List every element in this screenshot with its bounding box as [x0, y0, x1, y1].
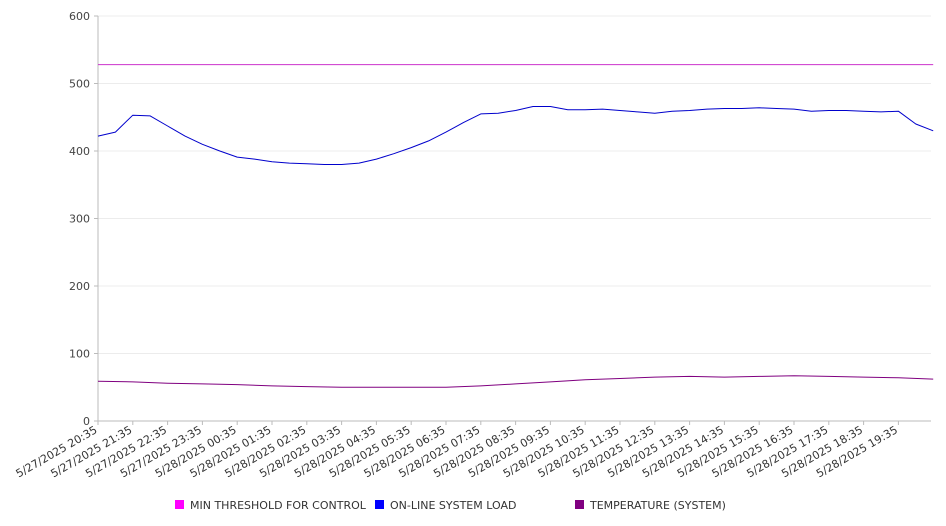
legend: MIN THRESHOLD FOR CONTROL ON-LINE SYSTEM … — [175, 499, 726, 512]
legend-swatch — [175, 500, 184, 509]
legend-label: ON-LINE SYSTEM LOAD — [390, 499, 516, 512]
y-tick-label: 300 — [69, 213, 90, 226]
legend-swatch — [375, 500, 384, 509]
y-tick-label: 500 — [69, 78, 90, 91]
y-tick-labels: 0 100 200 300 400 500 600 — [69, 10, 98, 428]
grid-lines — [98, 15, 931, 354]
y-tick-label: 0 — [83, 415, 90, 428]
y-tick-label: 100 — [69, 348, 90, 361]
series-lines — [97, 64, 934, 388]
legend-swatch — [575, 500, 584, 509]
x-tick-labels: 5/27/2025 20:355/27/2025 21:355/27/2025 … — [14, 421, 900, 480]
series-line-on-line-system-load — [97, 106, 934, 165]
y-tick-label: 200 — [69, 280, 90, 293]
y-tick-label: 400 — [69, 145, 90, 158]
series-line-temperature-system — [97, 375, 934, 388]
legend-label: MIN THRESHOLD FOR CONTROL — [190, 499, 367, 512]
legend-label: TEMPERATURE (SYSTEM) — [589, 499, 726, 512]
y-tick-label: 600 — [69, 10, 90, 23]
